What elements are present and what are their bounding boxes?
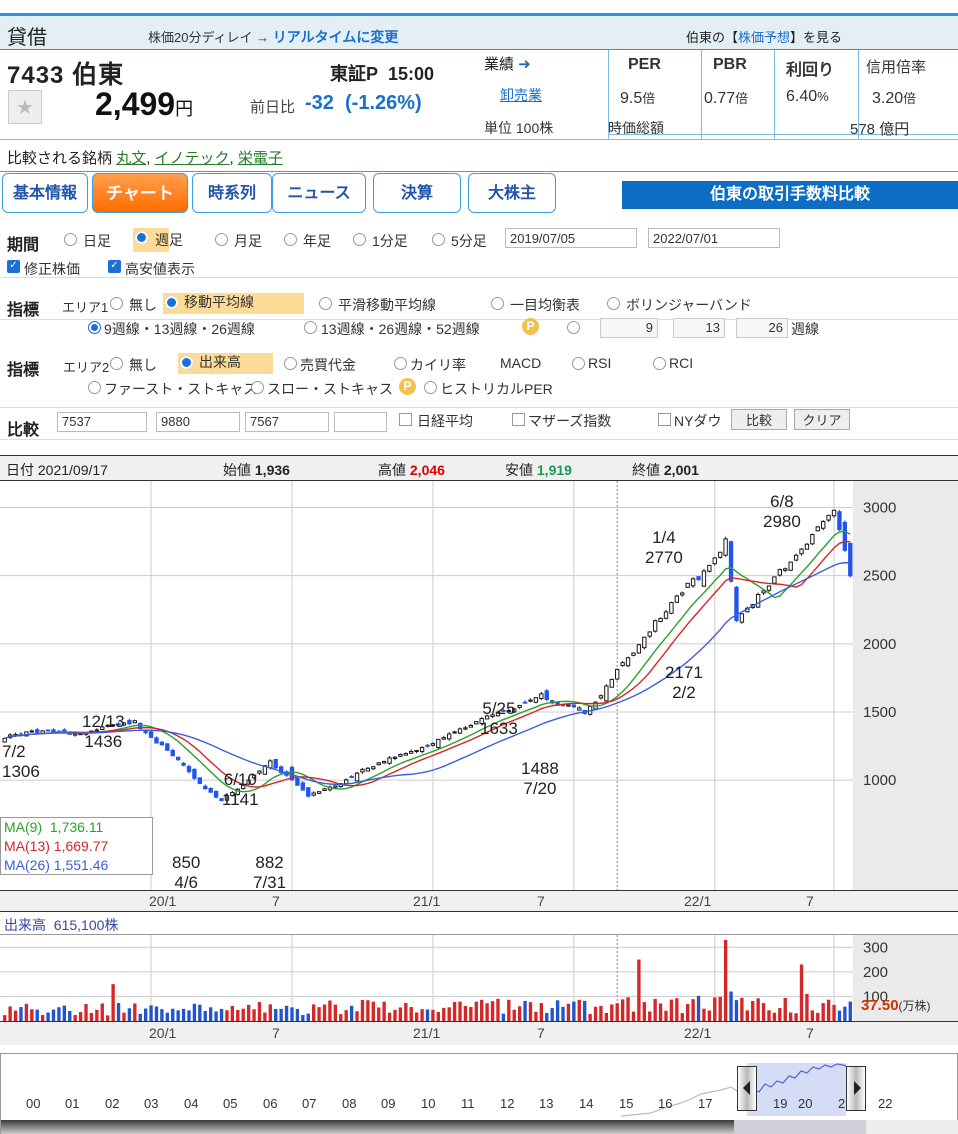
svg-text:200: 200	[863, 964, 888, 981]
svg-text:3000: 3000	[863, 500, 896, 517]
svg-text:2000: 2000	[863, 636, 896, 653]
svg-text:300: 300	[863, 939, 888, 956]
svg-text:1500: 1500	[863, 704, 896, 721]
svg-text:1000: 1000	[863, 772, 896, 789]
svg-text:2500: 2500	[863, 568, 896, 585]
